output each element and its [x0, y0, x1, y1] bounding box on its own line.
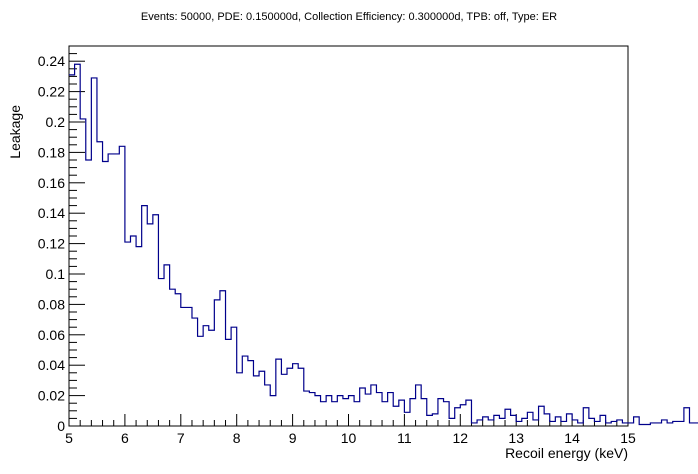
y-tick-label: 0.18: [38, 144, 65, 160]
x-tick-label: 11: [397, 430, 412, 446]
y-tick-label: 0.06: [38, 327, 65, 343]
y-tick-label: 0.14: [38, 205, 65, 221]
x-axis-label: Recoil energy (keV): [505, 445, 628, 461]
x-tick-label: 7: [177, 430, 185, 446]
y-tick-label: 0.02: [38, 388, 65, 404]
x-tick-label: 14: [564, 430, 580, 446]
y-tick-label: 0.1: [46, 266, 66, 282]
histogram-line: [69, 63, 698, 426]
y-tick-label: 0: [57, 418, 65, 434]
x-tick-label: 8: [233, 430, 241, 446]
y-tick-label: 0.16: [38, 175, 65, 191]
x-tick-label: 5: [65, 430, 73, 446]
x-tick-label: 10: [341, 430, 357, 446]
histogram-series: [69, 63, 698, 426]
y-tick-label: 0.2: [46, 114, 66, 130]
chart-title: Events: 50000, PDE: 0.150000d, Collectio…: [141, 11, 557, 23]
y-tick-label: 0.22: [38, 84, 65, 100]
y-tick-label: 0.24: [38, 53, 65, 69]
x-tick-label: 13: [508, 430, 524, 446]
y-tick-label: 0.12: [38, 236, 65, 252]
x-tick-label: 12: [453, 430, 469, 446]
y-tick-label: 0.04: [38, 357, 65, 373]
y-axis-label: Leakage: [7, 105, 23, 159]
y-tick-label: 0.08: [38, 296, 65, 312]
y-axis-ticks: 0 0.02 0.04 0.06 0.08 0.1 0.12 0.14 0.16 0.18 0.2 0…: [38, 45, 85, 434]
x-tick-label: 9: [289, 430, 297, 446]
x-tick-label: 6: [121, 430, 129, 446]
x-tick-label: 15: [620, 430, 636, 446]
